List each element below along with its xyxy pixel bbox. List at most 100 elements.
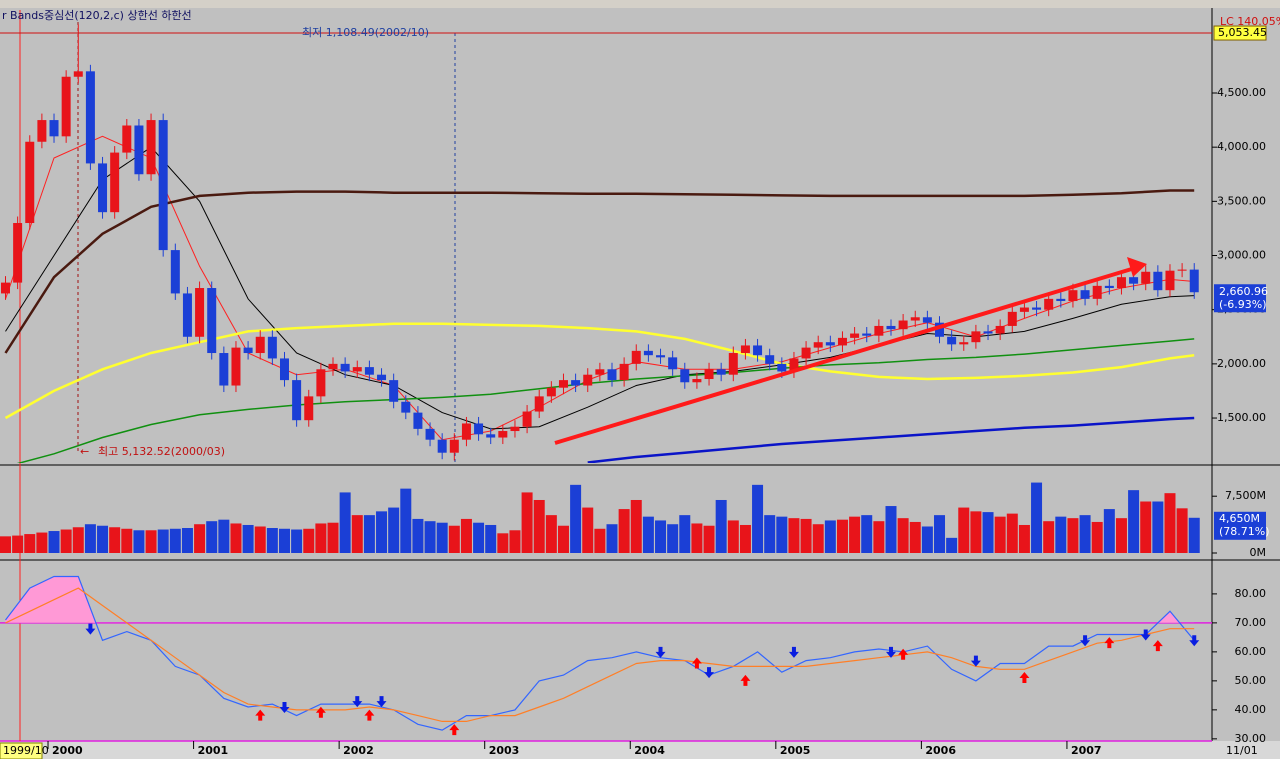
- volume-bar: [557, 525, 569, 553]
- x-tick-label: 2004: [634, 744, 665, 757]
- candle-body: [522, 411, 532, 427]
- top-strip: [0, 0, 1280, 8]
- trend-arrowhead: [1127, 257, 1147, 277]
- candle-body: [146, 120, 156, 175]
- volume-bar: [303, 528, 315, 553]
- candle-body: [765, 355, 775, 364]
- volume-bar: [994, 516, 1006, 553]
- candle-body: [595, 369, 605, 375]
- candle-body: [1177, 269, 1187, 271]
- candle-body: [777, 363, 787, 372]
- candle-body: [231, 347, 241, 386]
- volume-bar: [1128, 490, 1140, 553]
- volume-bar: [460, 518, 472, 553]
- volume-bar: [970, 511, 982, 553]
- low-annotation: 최저 1,108.49(2002/10): [302, 26, 429, 39]
- volume-bar: [145, 530, 157, 553]
- candle-body: [364, 367, 374, 375]
- volume-bar: [60, 529, 72, 553]
- candle-body: [207, 288, 217, 354]
- sell-signal: [704, 667, 715, 679]
- candle-body: [158, 120, 168, 251]
- volume-bar: [84, 524, 96, 553]
- candle-body: [862, 333, 872, 336]
- sell-signal: [85, 623, 96, 635]
- candle-body: [546, 387, 556, 397]
- candle-body: [668, 357, 678, 370]
- candle-body: [922, 317, 932, 323]
- x-tick-label: 2005: [780, 744, 811, 757]
- volume-bar: [630, 499, 642, 553]
- arrow-glyph: ←: [80, 445, 89, 458]
- buy-signal: [898, 648, 909, 660]
- candle-body: [352, 367, 362, 372]
- candle-body: [1092, 285, 1102, 299]
- volume-bar: [897, 518, 909, 553]
- buy-signal: [315, 706, 326, 718]
- x-tick-label: 2001: [198, 744, 229, 757]
- volume-bar: [327, 522, 339, 553]
- candle-body: [1165, 270, 1175, 291]
- plot-area: 1,500.002,000.002,500.003,000.003,500.00…: [0, 15, 1280, 757]
- candle-body: [243, 347, 253, 354]
- candle-body: [182, 293, 192, 337]
- buy-signal: [364, 709, 375, 721]
- volume-bar: [594, 528, 606, 553]
- volume-bar: [351, 515, 363, 553]
- buy-signal: [1152, 640, 1163, 652]
- current-change: (-6.93%): [1219, 298, 1267, 311]
- candle-body: [170, 250, 180, 294]
- x-tick-label: 2000: [52, 744, 83, 757]
- volume-bar: [946, 537, 958, 553]
- volume-bar: [909, 521, 921, 553]
- volume-bar: [36, 532, 48, 553]
- candle-body: [995, 325, 1005, 334]
- candle-body: [740, 345, 750, 354]
- volume-bar: [24, 534, 36, 553]
- volume-bar: [1115, 518, 1127, 553]
- candle-body: [1007, 311, 1017, 326]
- sell-signal: [1080, 635, 1091, 647]
- candle-body: [340, 363, 350, 372]
- volume-bar: [157, 529, 169, 553]
- volume-bar: [800, 518, 812, 553]
- volume-bar: [582, 507, 594, 553]
- volume-bar: [703, 525, 715, 553]
- y-tick-label: 2,000.00: [1217, 357, 1266, 370]
- candle-body: [98, 163, 108, 213]
- candle-body: [1068, 290, 1078, 302]
- current-box: [1214, 284, 1266, 313]
- candle-body: [474, 423, 484, 435]
- candle-body: [219, 353, 229, 386]
- candle-body: [49, 120, 59, 137]
- oscillator: [0, 575, 1212, 736]
- volume-bar: [849, 516, 861, 553]
- candle-body: [886, 325, 896, 330]
- volume-bar: [315, 523, 327, 553]
- volume-bar: [873, 521, 885, 553]
- volume-bar: [1103, 509, 1115, 553]
- volume-bar: [788, 518, 800, 553]
- volume-bar: [230, 523, 242, 553]
- volume-bar: [1140, 501, 1152, 553]
- y-tick-label: 4,000.00: [1217, 140, 1266, 153]
- high-annotation: 최고 5,132.52(2000/03): [98, 445, 225, 458]
- candle-body: [571, 380, 581, 386]
- candle-body: [850, 333, 860, 338]
- oscillator-line: [5, 587, 1195, 722]
- candle-body: [25, 141, 35, 224]
- indicator-title: r Bands중심선(120,2,c) 상한선 하한선: [2, 8, 192, 22]
- volume-bar: [133, 530, 145, 553]
- volume-bar: [1176, 508, 1188, 553]
- candle-body: [643, 350, 653, 356]
- candle-body: [377, 374, 387, 381]
- volume-bar: [485, 524, 497, 553]
- volume-bar: [266, 528, 278, 553]
- candle-body: [656, 355, 666, 358]
- buy-signal: [740, 674, 751, 686]
- volume-bar: [1091, 521, 1103, 553]
- candle-body: [801, 347, 811, 359]
- candle-body: [461, 423, 471, 440]
- volume-current-label: 4,650M: [1219, 512, 1260, 525]
- volume-bar: [48, 531, 60, 553]
